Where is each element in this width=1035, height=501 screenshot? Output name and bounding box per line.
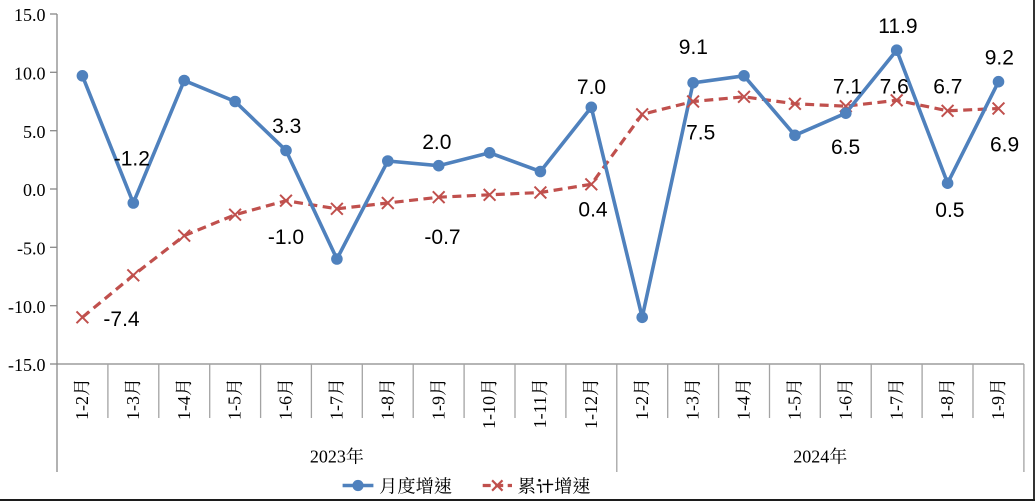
svg-text:-5.0: -5.0 bbox=[17, 239, 46, 259]
svg-text:-15.0: -15.0 bbox=[8, 355, 46, 375]
svg-text:7.6: 7.6 bbox=[880, 75, 909, 98]
svg-text:11.9: 11.9 bbox=[878, 15, 917, 38]
svg-text:1-2: 1-2 bbox=[72, 396, 92, 420]
svg-text:1-9: 1-9 bbox=[428, 396, 448, 420]
svg-text:7.0: 7.0 bbox=[577, 76, 606, 99]
svg-text:1-10: 1-10 bbox=[479, 396, 499, 429]
svg-text:9.1: 9.1 bbox=[679, 36, 708, 59]
svg-text:-1.0: -1.0 bbox=[268, 226, 304, 249]
svg-text:1-4: 1-4 bbox=[174, 396, 194, 420]
svg-text:1-7: 1-7 bbox=[886, 396, 906, 420]
svg-text:7.5: 7.5 bbox=[686, 122, 715, 145]
svg-text:1-3: 1-3 bbox=[683, 396, 703, 420]
svg-text:1-5: 1-5 bbox=[785, 396, 805, 420]
svg-text:5.0: 5.0 bbox=[23, 122, 46, 142]
svg-text:1-8: 1-8 bbox=[937, 396, 957, 420]
svg-text:3.3: 3.3 bbox=[272, 115, 301, 138]
svg-text:1-8: 1-8 bbox=[377, 396, 397, 420]
svg-text:-10.0: -10.0 bbox=[8, 297, 46, 317]
svg-text:0.5: 0.5 bbox=[935, 199, 964, 222]
svg-text:6.5: 6.5 bbox=[831, 136, 860, 159]
svg-text:10.0: 10.0 bbox=[14, 64, 46, 84]
svg-text:9.2: 9.2 bbox=[985, 46, 1014, 69]
svg-text:-7.4: -7.4 bbox=[103, 308, 140, 331]
svg-text:15.0: 15.0 bbox=[14, 5, 46, 25]
svg-text:-0.7: -0.7 bbox=[424, 226, 460, 249]
svg-text:1-4: 1-4 bbox=[734, 396, 754, 420]
svg-text:1-6: 1-6 bbox=[276, 396, 296, 420]
svg-text:1-12: 1-12 bbox=[581, 396, 601, 429]
svg-text:2023: 2023 bbox=[310, 447, 346, 467]
svg-text:1-6: 1-6 bbox=[835, 396, 855, 420]
svg-text:0.0: 0.0 bbox=[23, 180, 46, 200]
svg-text:1-3: 1-3 bbox=[123, 396, 143, 420]
svg-text:-1.2: -1.2 bbox=[114, 148, 150, 171]
svg-text:6.9: 6.9 bbox=[990, 134, 1019, 157]
svg-text:2024: 2024 bbox=[793, 447, 829, 467]
svg-text:1-9: 1-9 bbox=[988, 396, 1008, 420]
svg-text:7.1: 7.1 bbox=[833, 75, 862, 98]
svg-text:0.4: 0.4 bbox=[578, 199, 608, 222]
svg-text:1-7: 1-7 bbox=[327, 396, 347, 420]
svg-text:2.0: 2.0 bbox=[422, 131, 451, 154]
svg-text:1-5: 1-5 bbox=[225, 396, 245, 420]
svg-text:1-2: 1-2 bbox=[632, 396, 652, 420]
svg-text:6.7: 6.7 bbox=[933, 75, 962, 98]
svg-text:1-11: 1-11 bbox=[530, 396, 550, 428]
